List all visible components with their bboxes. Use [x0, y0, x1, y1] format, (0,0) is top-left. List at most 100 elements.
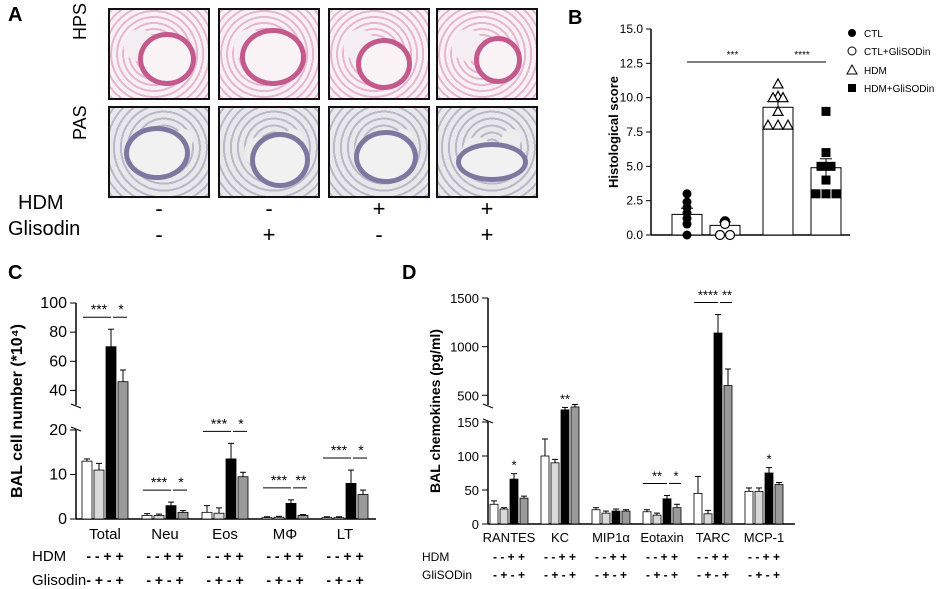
category-label: Total: [89, 526, 121, 543]
category-label: MΦ: [273, 526, 297, 543]
data-point: [682, 189, 692, 199]
bar: [519, 497, 529, 525]
y-tick-label: 0.0: [626, 228, 643, 242]
bar: [285, 503, 297, 520]
y-tick-label: 150: [457, 415, 479, 430]
pas-image-hdm-glisodin: [436, 106, 538, 198]
bar: [297, 515, 309, 520]
significance-label: ****: [794, 50, 810, 61]
bar: [225, 458, 237, 520]
hdm-signs: - - + +: [86, 548, 123, 564]
significance-label: **: [560, 391, 570, 406]
data-point: [831, 189, 841, 199]
significance-label: ***: [211, 415, 228, 431]
bar: [81, 460, 93, 520]
bar: [550, 462, 560, 525]
glisodin-signs: - + - +: [326, 572, 363, 588]
significance-label: *: [511, 458, 516, 473]
pas-row-label: PAS: [70, 105, 90, 140]
legend-marker: [846, 63, 858, 75]
data-point: [811, 189, 821, 199]
hps-row-label: HPS: [70, 2, 90, 40]
y-tick-label: 10: [49, 467, 67, 484]
bar: [774, 484, 784, 525]
category-label: KC: [551, 530, 569, 545]
y-tick-label: 100: [40, 295, 67, 312]
significance-label: **: [296, 472, 307, 488]
bar: [703, 513, 713, 525]
bar: [345, 482, 357, 520]
panel-c-chart: C 0 10 20 40 60 80 100 BAL cell number (*10⁴) Tot…: [8, 262, 376, 589]
y-tick-label: 40: [49, 382, 67, 399]
category-label: MIP1α: [592, 530, 630, 545]
data-point: [714, 229, 726, 241]
data-point: [826, 161, 836, 171]
y-tick-label: 2.5: [626, 194, 643, 208]
bar: [177, 511, 189, 520]
legend-marker: [848, 84, 856, 92]
hps-image-hdm-glisodin: [436, 8, 538, 100]
bar: [662, 498, 672, 525]
panel-d-chart: D 0 50 100 150 500 1000 1500 BAL chemokines (pg/…: [402, 262, 795, 582]
data-point: [821, 148, 831, 158]
significance-label: *: [178, 474, 184, 490]
bar: [117, 381, 129, 520]
pas-image-ctl: [108, 106, 210, 198]
bar: [261, 517, 273, 520]
hdm-signs: - - + +: [646, 550, 678, 564]
legend-marker: [847, 46, 857, 56]
significance-label: *: [118, 301, 124, 317]
axis-break-mark: [482, 403, 494, 409]
glisodin-row-label: Glisodin: [32, 572, 86, 589]
bar: [611, 510, 621, 525]
pas-image-ctl-glisodin: [218, 106, 320, 198]
hdm-signs: - - + +: [697, 550, 729, 564]
bar: [153, 515, 165, 520]
panel-a-glisodin-sign: -: [375, 222, 383, 247]
panel-a-label: A: [8, 4, 23, 26]
significance-label: ***: [271, 472, 288, 488]
data-point: [821, 189, 831, 199]
glisodin-signs: - + - +: [493, 568, 525, 582]
y-tick-label: 60: [49, 353, 67, 370]
significance-label: **: [722, 288, 732, 303]
bar: [237, 476, 249, 520]
y-tick-label: 12.5: [620, 56, 644, 70]
legend-marker: [848, 29, 856, 37]
glisodin-signs: - + - +: [86, 572, 123, 588]
significance-label: ****: [698, 288, 718, 303]
y-tick-label: 50: [465, 483, 479, 498]
significance-label: *: [766, 452, 771, 467]
bar: [321, 517, 333, 520]
panel-label: D: [402, 262, 416, 284]
bar: [540, 455, 550, 525]
panel-a-hdm-sign: +: [480, 196, 494, 221]
significance-label: *: [238, 415, 244, 431]
data-point: [771, 77, 785, 89]
bar: [489, 503, 499, 525]
data-point: [682, 230, 692, 240]
pas-image-hdm: [328, 106, 430, 198]
glisodin-signs: - + - +: [266, 572, 303, 588]
panel-a-glisodin-sign: +: [480, 222, 494, 247]
bar: [672, 507, 682, 525]
bar: [213, 512, 225, 520]
bar: [201, 511, 213, 520]
significance-label: *: [358, 442, 364, 458]
y-tick-label: 15.0: [620, 22, 644, 36]
hps-image-ctl: [108, 8, 210, 100]
legend-entry: CTL: [864, 29, 883, 40]
hdm-signs: - - + +: [326, 548, 363, 564]
legend-entry: CTL+GliSODin: [864, 47, 930, 58]
data-point: [776, 91, 790, 103]
legend-entry: HDM+GliSODin: [864, 84, 934, 95]
glisodin-signs: - + - +: [544, 568, 576, 582]
bar: [713, 332, 723, 525]
bar: [621, 510, 631, 525]
category-label: Eotaxin: [640, 530, 683, 545]
bar: [165, 505, 177, 520]
bar: [357, 494, 369, 520]
hdm-signs: - - + +: [206, 548, 243, 564]
significance-label: ***: [331, 442, 348, 458]
data-point: [682, 219, 692, 229]
